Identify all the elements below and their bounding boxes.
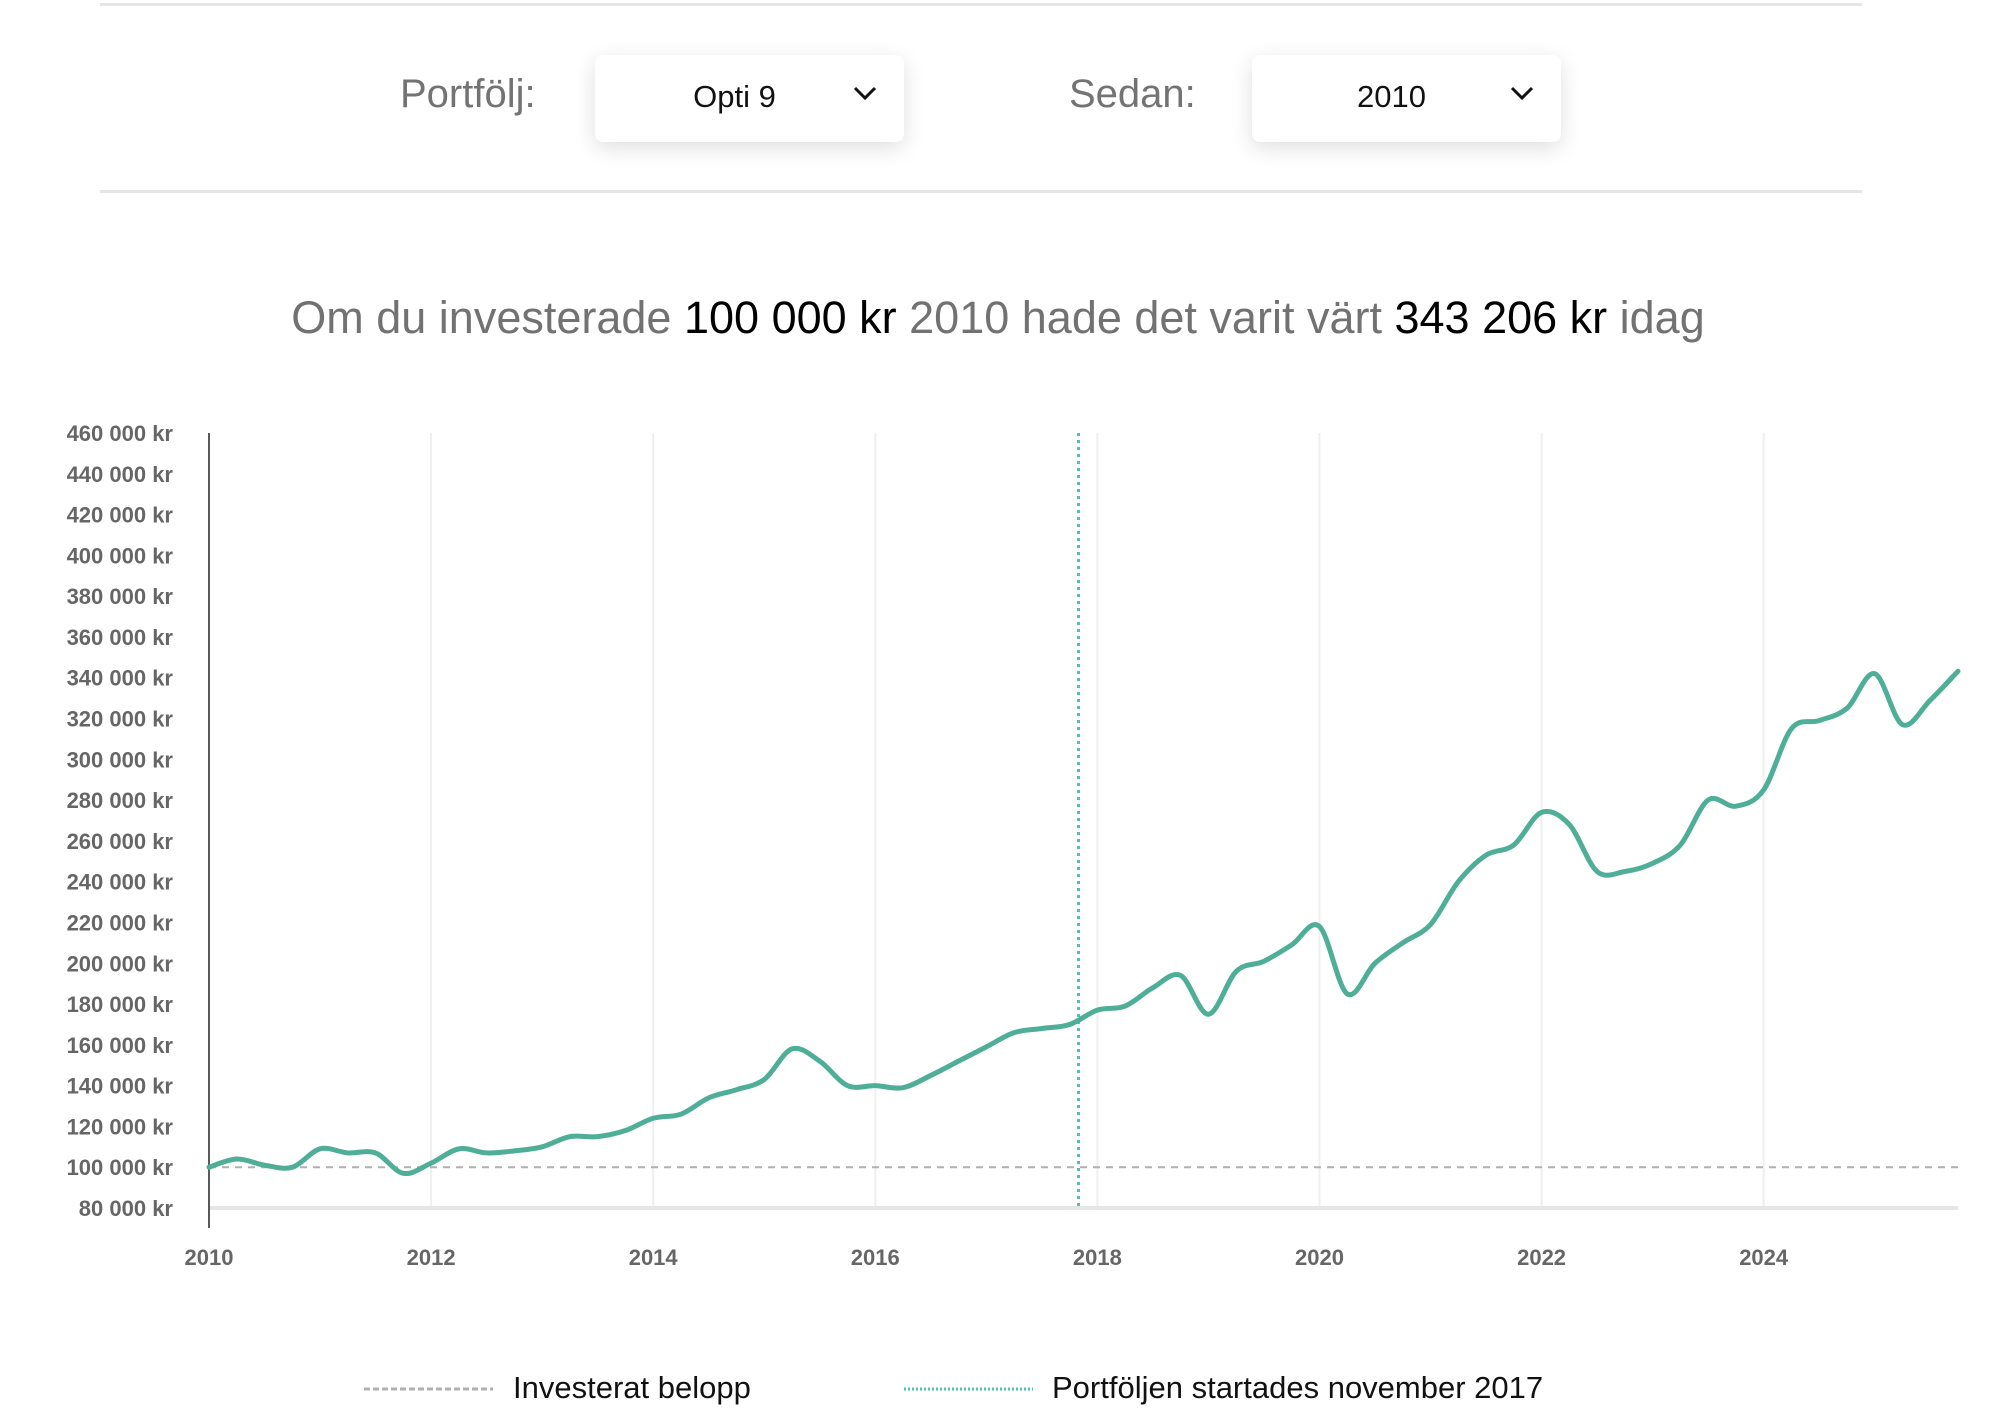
y-tick-label: 460 000 kr — [67, 421, 174, 446]
since-dropdown[interactable]: 2010 — [1252, 55, 1561, 142]
bottom-divider — [100, 190, 1862, 193]
top-divider — [100, 3, 1862, 6]
y-tick-label: 200 000 kr — [67, 951, 174, 976]
y-tick-label: 440 000 kr — [67, 462, 174, 487]
x-tick-label: 2012 — [407, 1245, 456, 1270]
since-value: 2010 — [1357, 79, 1426, 114]
chevron-down-icon — [1510, 86, 1534, 101]
x-tick-label: 2018 — [1073, 1245, 1122, 1270]
y-tick-label: 160 000 kr — [67, 1033, 174, 1058]
y-tick-label: 100 000 kr — [67, 1155, 174, 1180]
headline-text: Om du investerade — [291, 292, 672, 343]
invested-amount: 100 000 kr — [683, 292, 897, 343]
current-value: 343 206 kr — [1394, 292, 1608, 343]
portfolio-label: Portfölj: — [400, 72, 536, 116]
y-tick-label: 400 000 kr — [67, 543, 174, 568]
y-tick-label: 420 000 kr — [67, 503, 174, 528]
legend-start-swatch — [904, 1387, 1033, 1391]
y-tick-label: 180 000 kr — [67, 992, 174, 1017]
headline-text: 2010 hade det varit värt — [909, 292, 1382, 343]
y-tick-label: 260 000 kr — [67, 829, 174, 854]
y-tick-label: 140 000 kr — [67, 1074, 174, 1099]
series-line — [206, 668, 1961, 1177]
legend-invested-swatch — [364, 1387, 493, 1391]
x-tick-label: 2024 — [1739, 1245, 1789, 1270]
x-tick-label: 2016 — [851, 1245, 900, 1270]
x-tick-label: 2014 — [629, 1245, 679, 1270]
legend-start: Portföljen startades november 2017 — [1052, 1370, 1544, 1405]
y-tick-label: 380 000 kr — [67, 584, 174, 609]
y-tick-label: 340 000 kr — [67, 666, 174, 691]
headline-text: idag — [1619, 292, 1705, 343]
y-tick-label: 300 000 kr — [67, 747, 174, 772]
y-tick-label: 360 000 kr — [67, 625, 174, 650]
x-tick-label: 2010 — [185, 1245, 234, 1270]
legend-invested: Investerat belopp — [513, 1370, 751, 1405]
portfolio-dropdown[interactable]: Opti 9 — [595, 55, 904, 142]
headline: Om du investerade 100 000 kr 2010 hade d… — [0, 292, 1996, 344]
y-tick-label: 280 000 kr — [67, 788, 174, 813]
x-tick-label: 2020 — [1295, 1245, 1344, 1270]
y-tick-label: 220 000 kr — [67, 910, 174, 935]
chevron-down-icon — [853, 86, 877, 101]
y-tick-label: 240 000 kr — [67, 870, 174, 895]
portfolio-value: Opti 9 — [693, 79, 776, 114]
portfolio-chart: 2010 2012 2014 2016 2018 2020 2022 2024 80 000 k… — [67, 421, 1961, 1270]
y-tick-label: 120 000 kr — [67, 1114, 174, 1139]
y-tick-label: 80 000 kr — [79, 1196, 174, 1221]
since-label: Sedan: — [1069, 72, 1196, 116]
y-tick-label: 320 000 kr — [67, 707, 174, 732]
x-tick-label: 2022 — [1517, 1245, 1566, 1270]
